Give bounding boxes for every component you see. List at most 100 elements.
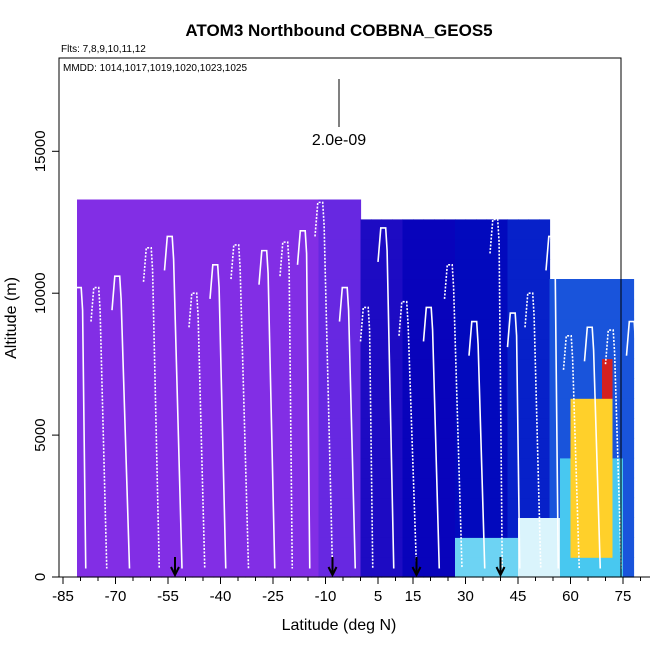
heatmap-cell <box>539 457 551 479</box>
heatmap-cell <box>434 239 446 260</box>
heatmap-cell <box>392 418 404 439</box>
heatmap-cell <box>203 457 215 479</box>
heatmap-cell <box>486 378 498 399</box>
heatmap-cell <box>581 378 593 399</box>
heatmap-cell <box>350 477 362 499</box>
heatmap-cell <box>87 557 99 578</box>
heatmap-cell <box>423 537 435 558</box>
heatmap-cell <box>455 338 467 360</box>
heatmap-cell <box>455 298 467 320</box>
heatmap-cell <box>339 517 351 538</box>
heatmap-cell <box>423 298 435 320</box>
heatmap-cell <box>371 437 383 459</box>
heatmap-cell <box>192 338 204 360</box>
heatmap-cell <box>192 557 204 578</box>
heatmap-cell <box>108 298 120 320</box>
heatmap-cell <box>402 537 414 558</box>
heatmap-cell <box>371 557 383 578</box>
heatmap-cell <box>276 457 288 479</box>
heatmap-cell <box>423 557 435 578</box>
x-tick-label: 75 <box>615 588 632 605</box>
heatmap-cell <box>392 338 404 360</box>
heatmap-cell <box>318 398 330 419</box>
heatmap-cell <box>203 378 215 399</box>
heatmap-cell <box>602 418 614 439</box>
heatmap-cell <box>329 199 341 220</box>
heatmap-cell <box>287 418 299 439</box>
heatmap-cell <box>213 497 225 518</box>
heatmap-cell <box>486 279 498 300</box>
heatmap-cell <box>98 398 110 419</box>
heatmap-cell <box>455 279 467 300</box>
heatmap-cell <box>234 239 246 260</box>
heatmap-cell <box>465 418 477 439</box>
heatmap-cell <box>224 358 236 379</box>
heatmap-cell <box>360 358 372 379</box>
heatmap-cell <box>224 259 236 280</box>
heatmap-cell <box>318 557 330 578</box>
heatmap-cell <box>308 497 320 518</box>
heatmap-cell <box>318 537 330 558</box>
heatmap-cell <box>392 219 404 240</box>
heatmap-cell <box>287 398 299 419</box>
heatmap-cell <box>360 259 372 280</box>
heatmap-cell <box>203 338 215 360</box>
heatmap-cell <box>182 537 194 558</box>
heatmap-cell <box>623 418 635 439</box>
heatmap-cell <box>266 457 278 479</box>
heatmap-cell <box>350 259 362 280</box>
heatmap-cell <box>308 239 320 260</box>
heatmap-cell <box>87 418 99 439</box>
heatmap-cell <box>108 259 120 280</box>
heatmap-cell <box>192 497 204 518</box>
heatmap-cell <box>371 259 383 280</box>
heatmap-cell <box>213 398 225 419</box>
heatmap-cell <box>192 418 204 439</box>
heatmap-cell <box>455 239 467 260</box>
heatmap-cell <box>245 418 257 439</box>
heatmap-cell <box>339 437 351 459</box>
heatmap-cell <box>444 338 456 360</box>
heatmap-cell <box>497 477 509 499</box>
heatmap-cell <box>234 398 246 419</box>
heatmap-cell <box>612 358 624 379</box>
heatmap-cell <box>518 239 530 260</box>
heatmap-cell <box>245 358 257 379</box>
flight-profile-line <box>209 264 227 569</box>
heatmap-cell <box>581 418 593 439</box>
heatmap-cell <box>528 418 540 439</box>
heatmap-cell <box>350 338 362 360</box>
heatmap-cell <box>497 298 509 320</box>
heatmap-cell <box>497 259 509 280</box>
heatmap-cell <box>350 358 362 379</box>
heatmap-cell <box>287 457 299 479</box>
heatmap-cell <box>371 378 383 399</box>
heatmap-cell <box>213 517 225 538</box>
heatmap-cell <box>570 418 582 439</box>
heatmap-cell <box>507 418 519 439</box>
heatmap-cell <box>507 457 519 479</box>
heatmap-cell <box>360 477 372 499</box>
heatmap-cell <box>360 279 372 300</box>
heatmap-cell <box>549 477 561 499</box>
heatmap-cell <box>339 418 351 439</box>
heatmap-cell <box>77 199 89 220</box>
heatmap-cell <box>203 517 215 538</box>
heatmap-cell <box>444 219 456 240</box>
heatmap-cell <box>150 497 162 518</box>
heatmap-cell <box>423 279 435 300</box>
flight-profile-line <box>583 326 602 569</box>
heatmap-cell <box>602 318 614 340</box>
heatmap-cell <box>245 219 257 240</box>
heatmap-cell <box>381 279 393 300</box>
heatmap-cell <box>507 497 519 518</box>
heatmap-cell <box>203 219 215 240</box>
heatmap-cell <box>182 358 194 379</box>
heatmap-cell <box>77 477 89 499</box>
heatmap-cell <box>77 418 89 439</box>
x-tick-label: 60 <box>562 588 579 605</box>
flight-profile-line <box>314 201 334 569</box>
heatmap-cell <box>119 279 131 300</box>
heatmap-cell <box>234 298 246 320</box>
heatmap-cell <box>507 318 519 340</box>
